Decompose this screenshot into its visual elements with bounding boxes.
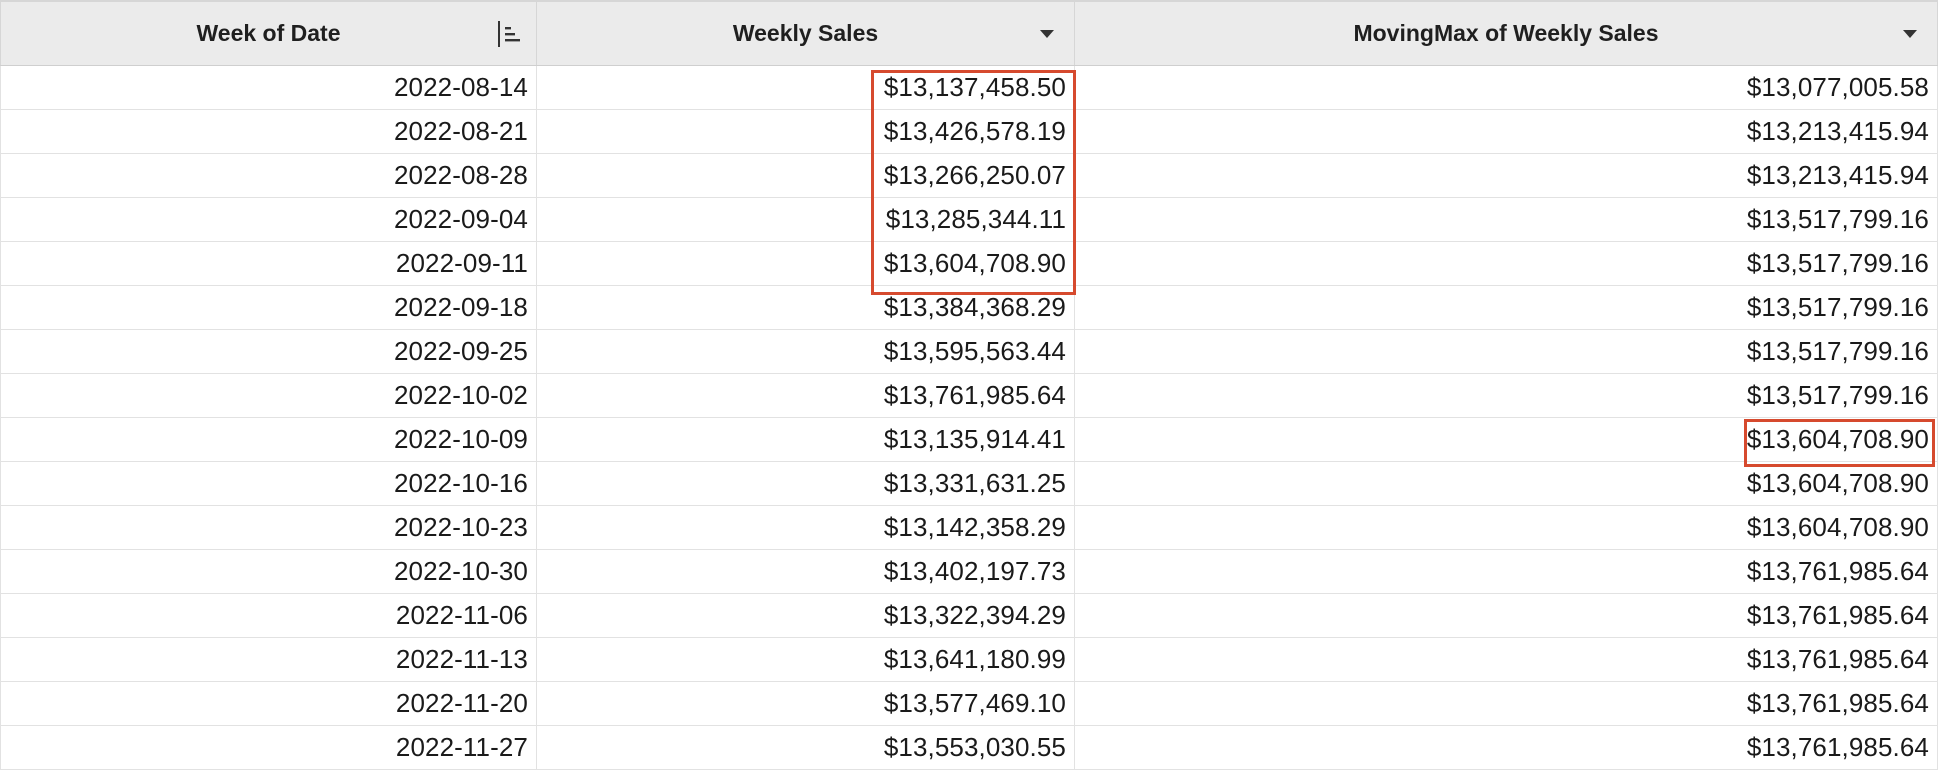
table-row[interactable]: 2022-11-20 $13,577,469.10 $13,761,985.64 [0, 682, 1938, 726]
column-header-label: Week of Date [196, 20, 341, 46]
moving-max-cell[interactable]: $13,517,799.16 [1074, 286, 1938, 329]
week-cell[interactable]: 2022-10-16 [0, 462, 536, 505]
weekly-sales-cell[interactable]: $13,142,358.29 [536, 506, 1074, 549]
moving-max-cell[interactable]: $13,761,985.64 [1074, 638, 1938, 681]
table-row[interactable]: 2022-11-27 $13,553,030.55 $13,761,985.64 [0, 726, 1938, 770]
table-row[interactable]: 2022-11-06 $13,322,394.29 $13,761,985.64 [0, 594, 1938, 638]
moving-max-cell[interactable]: $13,761,985.64 [1074, 550, 1938, 593]
weekly-sales-cell[interactable]: $13,331,631.25 [536, 462, 1074, 505]
weekly-sales-cell[interactable]: $13,641,180.99 [536, 638, 1074, 681]
table-row[interactable]: 2022-09-11 $13,604,708.90 $13,517,799.16 [0, 242, 1938, 286]
week-cell[interactable]: 2022-09-25 [0, 330, 536, 373]
week-cell[interactable]: 2022-08-28 [0, 154, 536, 197]
moving-max-cell[interactable]: $13,761,985.64 [1074, 682, 1938, 725]
week-cell[interactable]: 2022-08-21 [0, 110, 536, 153]
table-row[interactable]: 2022-10-23 $13,142,358.29 $13,604,708.90 [0, 506, 1938, 550]
moving-max-cell[interactable]: $13,604,708.90 [1074, 506, 1938, 549]
week-cell[interactable]: 2022-11-27 [0, 726, 536, 769]
week-cell[interactable]: 2022-10-09 [0, 418, 536, 461]
moving-max-cell[interactable]: $13,761,985.64 [1074, 726, 1938, 769]
table-body: 2022-08-14 $13,137,458.50 $13,077,005.58 20… [0, 66, 1938, 770]
column-header-label: Weekly Sales [732, 20, 879, 46]
caret-down-icon[interactable] [1040, 29, 1054, 38]
moving-max-cell[interactable]: $13,077,005.58 [1074, 66, 1938, 109]
table-row[interactable]: 2022-08-21 $13,426,578.19 $13,213,415.94 [0, 110, 1938, 154]
week-cell[interactable]: 2022-10-23 [0, 506, 536, 549]
week-cell[interactable]: 2022-09-18 [0, 286, 536, 329]
week-cell[interactable]: 2022-11-13 [0, 638, 536, 681]
table-row[interactable]: 2022-10-02 $13,761,985.64 $13,517,799.16 [0, 374, 1938, 418]
caret-down-icon[interactable] [1903, 29, 1917, 38]
table-row[interactable]: 2022-09-04 $13,285,344.11 $13,517,799.16 [0, 198, 1938, 242]
weekly-sales-cell[interactable]: $13,266,250.07 [536, 154, 1074, 197]
column-header-label: MovingMax of Weekly Sales [1353, 20, 1659, 46]
weekly-sales-cell[interactable]: $13,577,469.10 [536, 682, 1074, 725]
weekly-sales-cell[interactable]: $13,402,197.73 [536, 550, 1074, 593]
table-row[interactable]: 2022-11-13 $13,641,180.99 $13,761,985.64 [0, 638, 1938, 682]
table-row[interactable]: 2022-10-16 $13,331,631.25 $13,604,708.90 [0, 462, 1938, 506]
table-row[interactable]: 2022-08-14 $13,137,458.50 $13,077,005.58 [0, 66, 1938, 110]
weekly-sales-cell[interactable]: $13,285,344.11 [536, 198, 1074, 241]
table-header: Week of Date Weekly Sales MovingMax of W… [0, 0, 1938, 66]
moving-max-cell[interactable]: $13,604,708.90 [1074, 418, 1938, 461]
column-header-week-of-date[interactable]: Week of Date [0, 2, 536, 65]
weekly-sales-cell[interactable]: $13,426,578.19 [536, 110, 1074, 153]
weekly-sales-cell[interactable]: $13,553,030.55 [536, 726, 1074, 769]
weekly-sales-cell[interactable]: $13,761,985.64 [536, 374, 1074, 417]
table-row[interactable]: 2022-10-30 $13,402,197.73 $13,761,985.64 [0, 550, 1938, 594]
table-row[interactable]: 2022-10-09 $13,135,914.41 $13,604,708.90 [0, 418, 1938, 462]
week-cell[interactable]: 2022-08-14 [0, 66, 536, 109]
moving-max-cell[interactable]: $13,517,799.16 [1074, 242, 1938, 285]
column-header-weekly-sales[interactable]: Weekly Sales [536, 2, 1074, 65]
weekly-sales-cell[interactable]: $13,137,458.50 [536, 66, 1074, 109]
weekly-sales-cell[interactable]: $13,322,394.29 [536, 594, 1074, 637]
weekly-sales-cell[interactable]: $13,384,368.29 [536, 286, 1074, 329]
table-row[interactable]: 2022-09-18 $13,384,368.29 $13,517,799.16 [0, 286, 1938, 330]
week-cell[interactable]: 2022-10-30 [0, 550, 536, 593]
moving-max-cell[interactable]: $13,213,415.94 [1074, 154, 1938, 197]
week-cell[interactable]: 2022-10-02 [0, 374, 536, 417]
table-row[interactable]: 2022-09-25 $13,595,563.44 $13,517,799.16 [0, 330, 1938, 374]
week-cell[interactable]: 2022-09-04 [0, 198, 536, 241]
moving-max-cell[interactable]: $13,517,799.16 [1074, 330, 1938, 373]
moving-max-cell[interactable]: $13,213,415.94 [1074, 110, 1938, 153]
weekly-sales-cell[interactable]: $13,604,708.90 [536, 242, 1074, 285]
moving-max-cell[interactable]: $13,604,708.90 [1074, 462, 1938, 505]
week-cell[interactable]: 2022-09-11 [0, 242, 536, 285]
sort-bars-icon[interactable] [494, 19, 524, 49]
moving-max-cell[interactable]: $13,761,985.64 [1074, 594, 1938, 637]
moving-max-cell[interactable]: $13,517,799.16 [1074, 374, 1938, 417]
weekly-sales-cell[interactable]: $13,135,914.41 [536, 418, 1074, 461]
moving-max-cell[interactable]: $13,517,799.16 [1074, 198, 1938, 241]
weekly-sales-cell[interactable]: $13,595,563.44 [536, 330, 1074, 373]
table-row[interactable]: 2022-08-28 $13,266,250.07 $13,213,415.94 [0, 154, 1938, 198]
column-header-movingmax-weekly-sales[interactable]: MovingMax of Weekly Sales [1074, 2, 1938, 65]
week-cell[interactable]: 2022-11-20 [0, 682, 536, 725]
week-cell[interactable]: 2022-11-06 [0, 594, 536, 637]
